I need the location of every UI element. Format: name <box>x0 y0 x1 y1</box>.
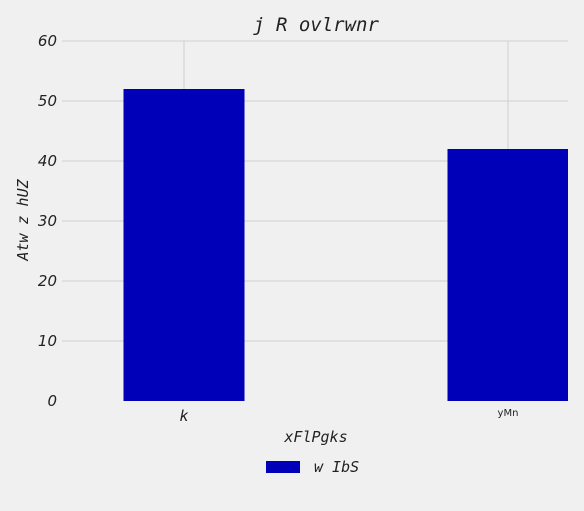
x-tick-label: yMn <box>498 408 519 419</box>
y-tick-label: 40 <box>38 152 57 170</box>
legend-label: w IbS <box>314 458 359 476</box>
y-tick-label: 20 <box>38 272 57 290</box>
bar-yMn <box>447 149 568 401</box>
y-tick-label: 50 <box>38 92 57 110</box>
y-tick-label: 30 <box>38 212 57 230</box>
bar-k <box>123 89 245 401</box>
chart-title: j R ovlrwnr <box>253 14 379 36</box>
x-tick-labels: k yMn <box>179 407 518 425</box>
x-tick-label: k <box>179 407 188 425</box>
x-axis-label: xFlPgks <box>283 428 347 446</box>
legend-swatch <box>266 461 300 473</box>
y-tick-label: 0 <box>47 392 57 410</box>
y-tick-label: 60 <box>38 32 57 50</box>
legend: w IbS <box>266 458 359 476</box>
y-axis-label: Atw z hUZ <box>14 178 32 261</box>
y-tick-label: 10 <box>38 332 57 350</box>
bars <box>123 89 568 401</box>
y-tick-labels: 0 10 20 30 40 50 60 <box>38 32 57 410</box>
